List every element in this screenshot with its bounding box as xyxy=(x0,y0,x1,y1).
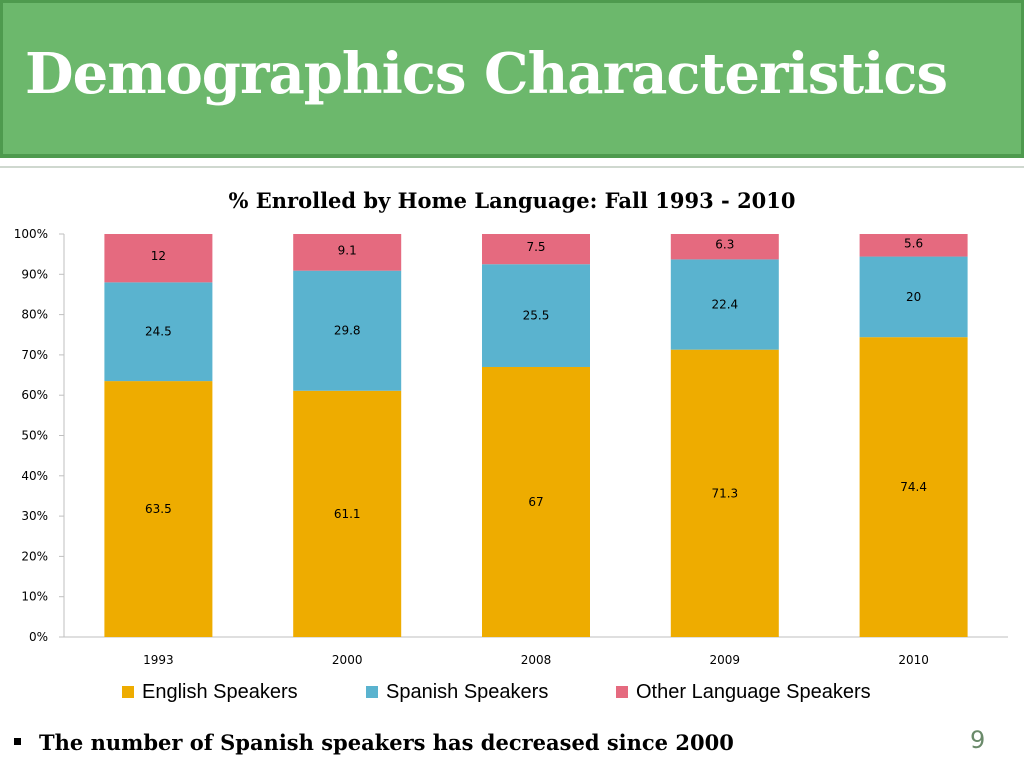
y-tick-label: 100% xyxy=(14,227,48,241)
legend-swatch xyxy=(366,686,378,698)
y-tick-label: 70% xyxy=(21,348,48,362)
x-tick-label: 2009 xyxy=(710,653,741,667)
data-label: 12 xyxy=(151,249,166,263)
bar-segment xyxy=(293,270,402,391)
legend-swatch xyxy=(616,686,628,698)
data-label: 25.5 xyxy=(523,309,550,323)
y-tick-label: 10% xyxy=(21,590,48,604)
legend-label: English Speakers xyxy=(142,681,298,703)
bar-segment xyxy=(670,349,779,637)
bullet-point: The number of Spanish speakers has decre… xyxy=(14,730,734,755)
x-tick-label: 2000 xyxy=(332,653,363,667)
y-tick-label: 80% xyxy=(21,308,48,322)
data-label: 9.1 xyxy=(338,243,357,257)
y-tick-label: 0% xyxy=(29,630,48,644)
bar-segment xyxy=(482,234,590,265)
data-label: 5.6 xyxy=(904,236,923,250)
data-label: 7.5 xyxy=(526,240,545,254)
data-label: 20 xyxy=(906,290,921,304)
legend-label: Spanish Speakers xyxy=(386,681,548,703)
y-tick-label: 20% xyxy=(21,549,48,563)
chart-title: % Enrolled by Home Language: Fall 1993 -… xyxy=(228,188,795,213)
data-label: 67 xyxy=(528,495,543,509)
y-tick-label: 90% xyxy=(21,267,48,281)
data-label: 71.3 xyxy=(711,486,738,500)
bar-segment xyxy=(859,256,968,338)
x-tick-label: 2008 xyxy=(521,653,552,667)
data-label: 6.3 xyxy=(715,238,734,252)
data-label: 74.4 xyxy=(900,480,927,494)
bar-segment xyxy=(670,234,779,260)
page-number: 9 xyxy=(970,726,986,754)
bar-segment xyxy=(293,234,402,271)
bar-segment xyxy=(670,259,779,350)
data-label: 29.8 xyxy=(334,324,361,338)
bar-segment xyxy=(859,337,968,637)
bullet-text: The number of Spanish speakers has decre… xyxy=(39,730,734,755)
data-label: 22.4 xyxy=(711,298,738,312)
divider-line xyxy=(0,166,1024,168)
y-tick-label: 50% xyxy=(21,429,48,443)
data-label: 24.5 xyxy=(145,325,172,339)
data-label: 61.1 xyxy=(334,507,361,521)
bar-segment xyxy=(293,390,402,637)
data-label: 63.5 xyxy=(145,502,172,516)
bar-segment xyxy=(482,366,590,637)
bar-segment xyxy=(482,264,590,367)
title-bar: Demographics Characteristics xyxy=(0,0,1024,158)
y-tick-label: 40% xyxy=(21,469,48,483)
x-tick-label: 1993 xyxy=(143,653,174,667)
y-tick-label: 30% xyxy=(21,509,48,523)
bar-segment xyxy=(104,282,213,382)
bar-segment xyxy=(104,381,213,637)
legend-swatch xyxy=(122,686,134,698)
y-tick-label: 60% xyxy=(21,388,48,402)
slide-title: Demographics Characteristics xyxy=(25,41,948,107)
x-tick-label: 2010 xyxy=(898,653,929,667)
legend-label: Other Language Speakers xyxy=(636,681,871,703)
stacked-bar-chart: % Enrolled by Home Language: Fall 1993 -… xyxy=(14,188,1008,703)
bar-segment xyxy=(104,234,213,283)
bar-segment xyxy=(859,234,968,257)
bullet-marker xyxy=(14,738,21,745)
